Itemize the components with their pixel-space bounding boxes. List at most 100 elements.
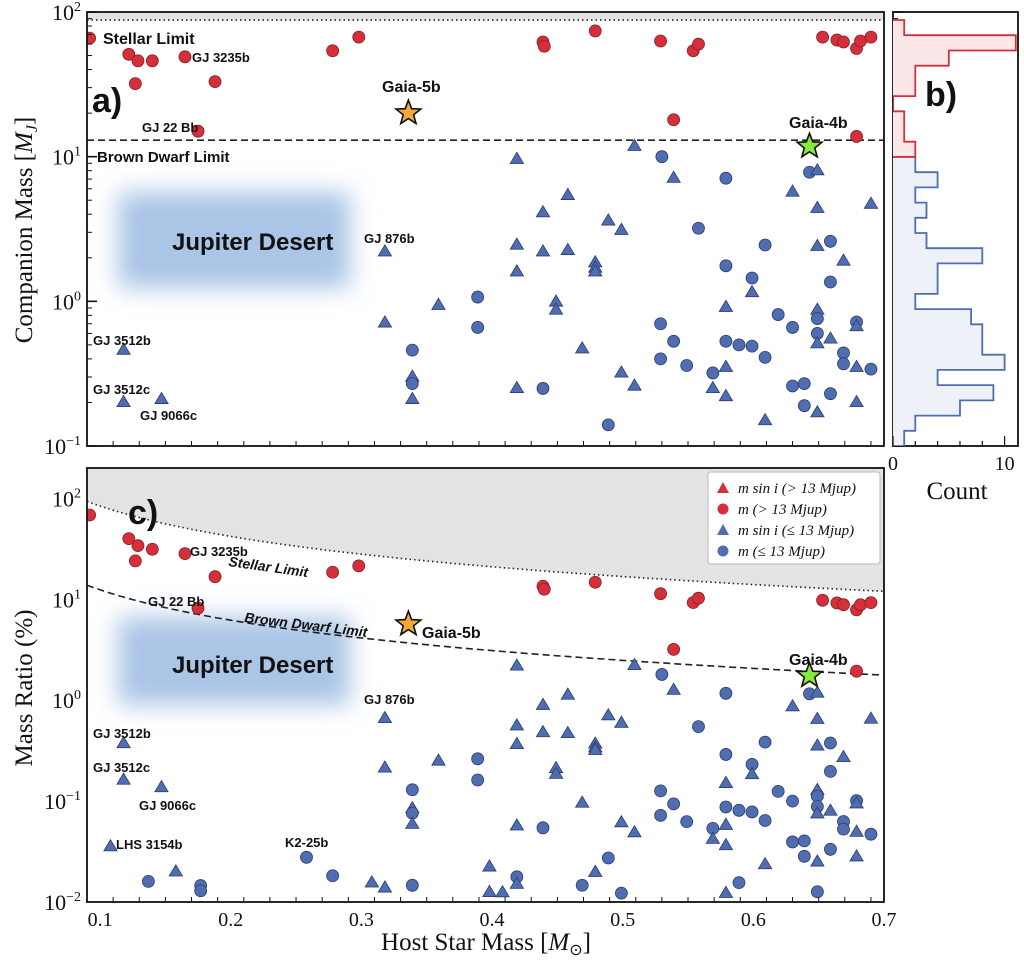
data-point-circle [654,587,667,601]
data-point-triangle [705,831,721,844]
data-point-triangle [810,711,825,724]
data-point-circle [692,720,705,734]
data-point-circle [837,598,850,612]
data-point-triangle [548,766,564,779]
histogram-high-mass-fill [893,20,1016,157]
data-point-circle [601,851,615,865]
data-point-triangle [718,775,734,788]
data-point-triangle [560,725,576,738]
panel-a-companion-mass: 10−1 100 101 102 Stellar Limit GJ 3235b Gaia-5… [44,0,885,459]
brown-dwarf-limit-curve [86,584,885,676]
y-tick-label: 102 [52,0,81,25]
data-point-circle [575,878,589,892]
gaia-4b-star-marker [795,131,825,159]
data-point-circle [654,809,667,822]
data-point-circle [854,598,867,612]
data-point-triangle [154,779,169,793]
panel-label-c: c) [128,494,158,532]
data-point-circle [326,44,340,58]
data-point-triangle [535,724,551,738]
data-point-circle [810,312,824,325]
data-point-triangle [810,738,825,751]
data-point-circle [864,30,878,44]
annotation-gj-876b: GJ 876b [364,692,415,707]
data-point-triangle [744,766,760,780]
data-point-circle [758,735,772,749]
data-point-circle [719,334,733,348]
data-point-circle [816,30,829,44]
y-tick-label: 10−2 [44,890,81,915]
x-tick-label: 0.1 [88,909,113,931]
data-point-triangle [535,204,551,218]
data-point-triangle [103,838,118,852]
data-point-circle [537,582,551,596]
data-point-circle [667,797,681,811]
data-point-triangle [587,742,603,755]
data-point-circle [797,834,811,848]
data-point-triangle [154,391,169,404]
y-axis-label-mass-ratio: Mass Ratio (%) [11,610,38,767]
data-point-triangle [431,297,446,310]
data-point-circle [122,532,136,546]
x-tick-label: 0.4 [480,909,505,931]
data-point-triangle [600,707,616,721]
plot-frame [86,11,885,447]
annotation-gaia-4b: Gaia-4b [789,652,848,669]
data-point-triangle [785,698,800,712]
stellar-region-fill [87,12,884,21]
data-point-circle [771,784,785,798]
data-point-triangle [509,736,525,750]
data-point-circle [824,387,837,401]
data-point-triangle [849,318,864,332]
data-point-circle [719,259,733,273]
annotation-gj-876b: GJ 876b [364,231,415,246]
annotation-gaia-5b: Gaia-5b [422,625,481,642]
data-point-circle [655,668,669,681]
data-point-triangle [863,196,879,209]
data-point-triangle [744,284,760,298]
legend-triangle-icon [717,524,729,535]
data-point-triangle [718,388,734,402]
data-point-triangle [810,238,825,251]
data-point-circle [745,271,759,285]
data-point-triangle [377,760,393,773]
data-point-triangle [810,162,825,176]
data-point-triangle [116,394,131,408]
data-point-triangle [849,795,864,809]
data-point-triangle [614,222,629,235]
data-point-triangle [823,803,838,816]
data-point-circle [864,596,878,610]
y-tick-label: 101 [52,587,81,612]
data-point-triangle [614,715,629,728]
data-point-triangle [627,824,642,838]
data-point-triangle [718,817,734,830]
data-point-circle [797,849,811,863]
annotation-gaia-5b: Gaia-5b [382,79,441,96]
data-point-circle [128,77,142,90]
data-point-circle [692,591,705,605]
data-point-circle [667,334,681,348]
x-tick-label: 0.7 [872,909,897,931]
data-point-triangle [560,187,576,200]
data-point-circle [758,814,772,827]
data-point-circle [667,643,681,656]
axis-labels: Companion Mass [MJ] Mass Ratio (%) Host … [11,117,988,959]
data-point-triangle [718,359,734,372]
data-point-circle [536,821,550,835]
data-point-triangle [836,253,851,266]
data-point-circle [142,874,155,888]
data-point-circle [654,317,667,331]
data-point-triangle [757,412,773,426]
histogram-low-mass-fill [893,156,1005,446]
data-point-circle [732,338,746,352]
data-point-circle [87,508,97,522]
data-point-triangle [757,856,773,870]
plot-frame [86,467,885,903]
data-point-circle [692,37,705,51]
data-point-triangle [849,359,864,372]
annotation-gj-3235b: GJ 3235b [192,50,250,65]
data-point-circle [824,736,837,750]
data-point-triangle [810,200,825,213]
data-point-triangle [863,711,879,724]
